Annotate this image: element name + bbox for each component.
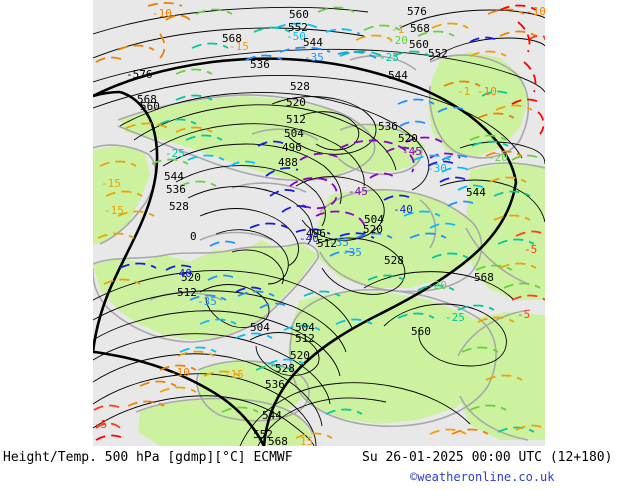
height-contour-label: 544 (303, 36, 323, 49)
temperature-contour-label: -50 (286, 30, 306, 43)
height-contour-bold-layer (93, 57, 518, 446)
height-contour-label: 520 (363, 223, 383, 236)
map-canvas[interactable]: -10 560 576 -10 552 -50 -1 568 568 544 -20 560 552 -1… (0, 0, 634, 446)
temp-contour-m15-layer (97, 22, 545, 439)
height-contour-label: 528 (169, 200, 189, 213)
height-contour-label: 536 (378, 120, 398, 133)
height-contour-label: 568 (474, 271, 494, 284)
temperature-contour-label: -25 (379, 51, 399, 64)
temperature-contour-label: -1 (391, 23, 404, 36)
temperature-contour-label: -45 (348, 185, 368, 198)
temperature-contour-label: -10 (526, 5, 546, 18)
temp-contour-m10-layer (95, 2, 537, 435)
temperature-contour-label: -25 (165, 147, 185, 160)
height-contour-label: 528 (275, 362, 295, 375)
temperature-contour-label: -25 (445, 311, 465, 324)
temperature-contour-label: -15 (224, 368, 244, 381)
temp-contour-m20-layer (151, 6, 543, 413)
temperature-contour-label: 15 (300, 435, 313, 446)
height-contour-label: 560 (411, 325, 431, 338)
height-contour-label: 496 (282, 141, 302, 154)
height-contour-label: 528 (384, 254, 404, 267)
height-contour-label: 0 (190, 230, 197, 243)
land-layer (93, 52, 545, 446)
height-contour-label: 560 (289, 8, 309, 21)
temperature-contour-label: -20 (388, 34, 408, 47)
height-contour-label: 520 (398, 132, 418, 145)
height-contour-label: 512 (317, 237, 337, 250)
temperature-contour-label: -35 (304, 51, 324, 64)
temperature-contour-label: -1 (457, 85, 470, 98)
temperature-contour-label: -35 (329, 236, 349, 249)
height-contour-label: 536 (265, 378, 285, 391)
height-contour-label: 544 (388, 69, 408, 82)
temperature-contour-label: -40 (172, 267, 192, 280)
temp-contour-m5-layer (93, 34, 545, 429)
height-contour-label: 536 (250, 58, 270, 71)
height-contour-label: 568 (410, 22, 430, 35)
map-content (93, 0, 545, 446)
height-contour-label: 552 (288, 21, 308, 34)
temperature-contour-label: -10 (477, 85, 497, 98)
temperature-contour-label: -35 (197, 295, 217, 308)
temperature-contour-label: -5 (524, 243, 537, 256)
temp-contour-m30-layer (179, 22, 489, 365)
height-contour-label: 552 (253, 428, 273, 441)
height-contour-label: 536 (166, 183, 186, 196)
temperature-contour-label: -30 (427, 162, 447, 175)
height-contour-label: 576 (407, 5, 427, 18)
temperature-contour-label: -40 (299, 232, 319, 245)
height-contour-label: -576 (126, 68, 153, 81)
temp-contour-m40-layer (119, 36, 501, 293)
footer-valid-time: Su 26-01-2025 00:00 UTC (12+180) (362, 450, 613, 465)
temperature-contour-label: -10 (170, 366, 190, 379)
temperature-contour-label: -5 (517, 308, 530, 321)
height-contour-label: 568 (268, 435, 288, 446)
height-contour-label: 568 (222, 32, 242, 45)
temperature-contour-label: -15 (101, 177, 121, 190)
footer-copyright[interactable]: ©weatheronline.co.uk (410, 470, 555, 484)
height-contour-label: 528 (290, 80, 310, 93)
footer: Height/Temp. 500 hPa [gdmp][°C] ECMWF Su… (0, 446, 634, 490)
temperature-contour-label: -10 (152, 7, 172, 20)
temp-contour-m35-layer (189, 46, 479, 309)
height-contour-label: 520 (286, 96, 306, 109)
footer-title: Height/Temp. 500 hPa [gdmp][°C] ECMWF (3, 450, 293, 465)
height-contour-label: 520 (181, 271, 201, 284)
temperature-contour-label: -15 (229, 40, 249, 53)
height-contour-label: 568 (137, 93, 157, 106)
height-contour-label: 544 (262, 409, 282, 422)
temperature-contour-label: -40 (393, 203, 413, 216)
temperature-contour-label: -15 (104, 204, 124, 217)
height-contour-label: 488 (278, 156, 298, 169)
height-contour-label: 496 (306, 227, 326, 240)
height-contour-label: 544 (164, 170, 184, 183)
height-contour-label: 504 (295, 321, 315, 334)
temp-contour-m25-layer (159, 26, 535, 433)
height-contour-label: 512 (177, 286, 197, 299)
height-contour-label: 560 (409, 38, 429, 51)
temperature-contour-label: -20 (427, 279, 447, 292)
temperature-contour-label: -5 (94, 418, 107, 431)
height-contour-label: 552 (428, 47, 448, 60)
temperature-contour-label: -35 (342, 246, 362, 259)
temp-contour-zero-layer (95, 4, 545, 441)
height-contour-label: 560 (140, 100, 160, 113)
temp-contour-m45-layer (289, 136, 461, 239)
height-contour-label: 520 (290, 349, 310, 362)
height-contour-label: 512 (286, 113, 306, 126)
temperature-contour-label: -20 (488, 151, 508, 164)
height-contour-label: 504 (284, 127, 304, 140)
height-contour-label: 544 (466, 186, 486, 199)
height-contour-label: 504 (364, 213, 384, 226)
temperature-contour-label: -45 (402, 145, 422, 158)
height-contour-label: 504 (250, 321, 270, 334)
height-contour-label: 512 (295, 332, 315, 345)
